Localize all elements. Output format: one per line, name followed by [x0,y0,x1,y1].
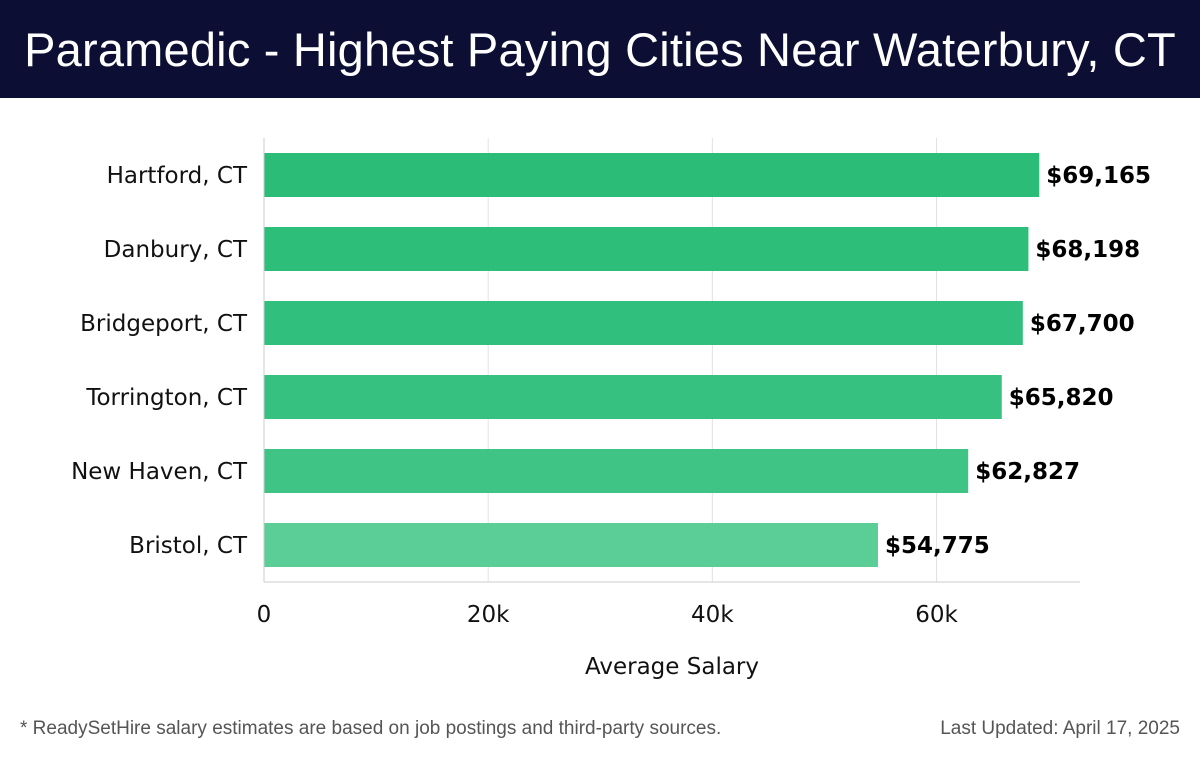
x-tick-label: 40k [691,602,734,628]
category-label: New Haven, CT [71,459,248,485]
category-label: Bristol, CT [129,533,248,559]
x-tick-label: 20k [467,602,510,628]
category-label: Bridgeport, CT [80,311,248,337]
value-label: $65,820 [1009,385,1114,411]
x-axis-label: Average Salary [585,654,759,680]
x-tick-label: 60k [915,602,958,628]
value-label: $68,198 [1035,237,1140,263]
bar [264,523,878,567]
bar [264,375,1002,419]
value-label: $69,165 [1046,163,1151,189]
chart-title: Paramedic - Highest Paying Cities Near W… [24,22,1176,76]
category-labels: Hartford, CT Danbury, CT Bridgeport, CT Tor… [71,163,248,559]
x-tick-labels: 0 20k 40k 60k [257,602,959,628]
last-updated: Last Updated: April 17, 2025 [940,718,1180,739]
bar [264,153,1040,197]
value-label: $62,827 [975,459,1080,485]
bar-chart: Hartford, CT Danbury, CT Bridgeport, CT Tor… [71,138,1151,680]
chart-header: Paramedic - Highest Paying Cities Near W… [0,0,1200,98]
bar [264,301,1023,345]
bar [264,227,1029,271]
grid-lines [487,138,938,582]
category-label: Torrington, CT [85,385,248,411]
bar [264,449,969,493]
bars [264,153,1040,567]
x-tick-label: 0 [257,602,272,628]
category-label: Danbury, CT [104,237,248,263]
value-label: $54,775 [885,533,990,559]
value-labels: $69,165 $68,198 $67,700 $65,820 $62,827 $54,7… [885,163,1151,559]
value-label: $67,700 [1030,311,1135,337]
category-label: Hartford, CT [107,163,248,189]
footer-note: * ReadySetHire salary estimates are base… [20,718,722,739]
